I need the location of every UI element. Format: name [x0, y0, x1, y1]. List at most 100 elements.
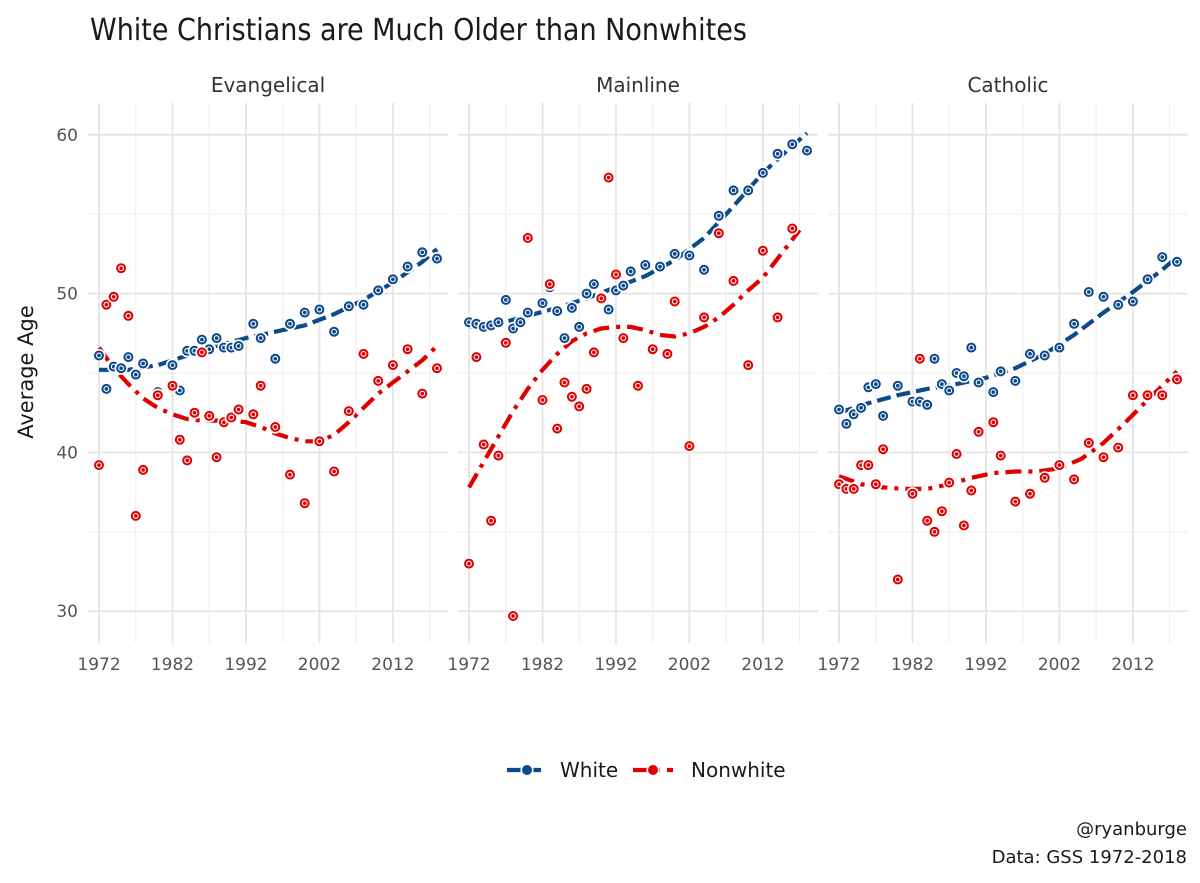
data-point-nonwhite	[254, 379, 268, 393]
data-point-white	[587, 277, 601, 291]
data-point-inner-white	[1144, 276, 1151, 283]
legend-key-point-white	[520, 763, 534, 777]
data-point-white	[1038, 348, 1052, 363]
data-point-nonwhite	[430, 361, 444, 375]
data-point-inner-nonwhite	[495, 452, 502, 459]
data-point-inner-white	[1056, 344, 1063, 351]
data-point-nonwhite	[594, 291, 608, 306]
data-point-inner-white	[198, 336, 205, 343]
data-point-nonwhite	[557, 375, 572, 390]
panel-label-catholic: Catholic	[967, 73, 1048, 97]
data-point-inner-nonwhite	[235, 406, 242, 413]
data-point-white	[129, 368, 143, 382]
data-point-nonwhite	[913, 352, 927, 366]
data-point-inner-white	[404, 263, 411, 270]
data-point-white	[800, 144, 814, 158]
data-point-nonwhite	[1023, 487, 1037, 501]
data-point-inner-nonwhite	[110, 293, 117, 300]
data-point-nonwhite	[565, 390, 579, 404]
data-point-inner-white	[517, 319, 524, 326]
data-point-inner-white	[118, 365, 125, 372]
data-point-nonwhite	[726, 274, 741, 288]
data-point-white	[756, 166, 770, 180]
data-point-inner-white	[524, 309, 531, 316]
data-point-inner-white	[1100, 293, 1107, 300]
data-point-inner-nonwhite	[576, 403, 583, 410]
data-point-inner-white	[1071, 320, 1078, 327]
legend-label-white: White	[560, 758, 618, 782]
data-point-inner-white	[730, 187, 737, 194]
data-point-white	[1082, 285, 1096, 299]
data-point-white	[682, 248, 697, 263]
x-tick-label: 1972	[817, 655, 860, 675]
data-point-white	[1126, 294, 1140, 309]
trend-line-white	[838, 255, 1179, 415]
data-point-nonwhite	[202, 409, 216, 423]
data-point-white	[891, 379, 905, 393]
data-point-nonwhite	[195, 345, 209, 360]
x-tick-label: 1992	[964, 655, 1007, 675]
data-point-white	[869, 377, 883, 391]
data-point-nonwhite	[401, 342, 415, 356]
data-point-white	[638, 258, 652, 272]
data-point-nonwhite	[891, 572, 905, 587]
data-point-inner-nonwhite	[169, 382, 176, 389]
trend-line-white	[99, 247, 439, 372]
data-point-inner-nonwhite	[1056, 462, 1063, 469]
chart-caption: @ryanburge Data: GSS 1972-2018	[992, 819, 1187, 868]
data-point-white	[1008, 374, 1022, 388]
data-point-white	[839, 417, 854, 431]
data-point-nonwhite	[114, 261, 128, 275]
data-point-inner-nonwhite	[836, 481, 842, 488]
x-tick-label: 2012	[1111, 655, 1154, 675]
data-point-nonwhite	[587, 345, 601, 360]
data-point-inner-nonwhite	[404, 346, 411, 353]
data-point-inner-nonwhite	[257, 382, 264, 389]
data-point-white	[579, 287, 594, 301]
data-point-white	[268, 352, 282, 366]
data-point-inner-white	[872, 381, 879, 388]
data-point-nonwhite	[1038, 471, 1052, 485]
data-point-nonwhite	[1052, 458, 1066, 472]
data-point-inner-white	[590, 281, 597, 288]
data-point-inner-white	[103, 385, 110, 392]
data-point-inner-nonwhite	[345, 408, 352, 415]
data-point-inner-white	[1129, 298, 1136, 305]
data-point-nonwhite	[506, 609, 520, 623]
data-point-inner-nonwhite	[759, 247, 766, 254]
data-point-nonwhite	[165, 379, 180, 393]
data-point-white	[513, 315, 528, 329]
data-point-inner-nonwhite	[990, 419, 997, 426]
data-point-nonwhite	[1067, 472, 1081, 487]
data-point-inner-white	[880, 412, 887, 419]
data-point-white	[430, 252, 444, 266]
data-point-inner-white	[132, 371, 139, 378]
data-point-inner-nonwhite	[774, 314, 781, 321]
x-tick-label: 2002	[298, 655, 341, 675]
data-point-inner-white	[975, 379, 982, 386]
data-point-nonwhite	[712, 226, 726, 240]
data-point-white	[246, 317, 260, 331]
data-point-white	[726, 183, 741, 197]
data-point-inner-white	[1041, 352, 1048, 359]
data-point-inner-white	[125, 354, 132, 361]
data-point-inner-nonwhite	[198, 349, 205, 356]
data-point-inner-white	[583, 290, 590, 297]
data-point-inner-nonwhite	[213, 454, 220, 461]
panel-evangelical: Evangelical 1972 1982 1992 2002 2012 30 40 50 60	[56, 73, 448, 675]
data-point-nonwhite	[1126, 388, 1140, 402]
data-point-white	[697, 263, 711, 277]
data-point-nonwhite	[741, 358, 755, 372]
data-point-white	[785, 137, 799, 151]
data-point-inner-nonwhite	[228, 414, 235, 421]
data-point-white	[1052, 341, 1066, 355]
data-point-nonwhite	[770, 310, 785, 325]
data-point-white	[342, 299, 356, 313]
data-point-inner-nonwhite	[510, 613, 517, 619]
data-point-white	[550, 304, 564, 318]
data-point-inner-nonwhite	[419, 390, 426, 397]
data-point-inner-white	[96, 352, 102, 359]
data-point-inner-nonwhite	[968, 487, 975, 494]
data-point-inner-white	[858, 404, 865, 411]
